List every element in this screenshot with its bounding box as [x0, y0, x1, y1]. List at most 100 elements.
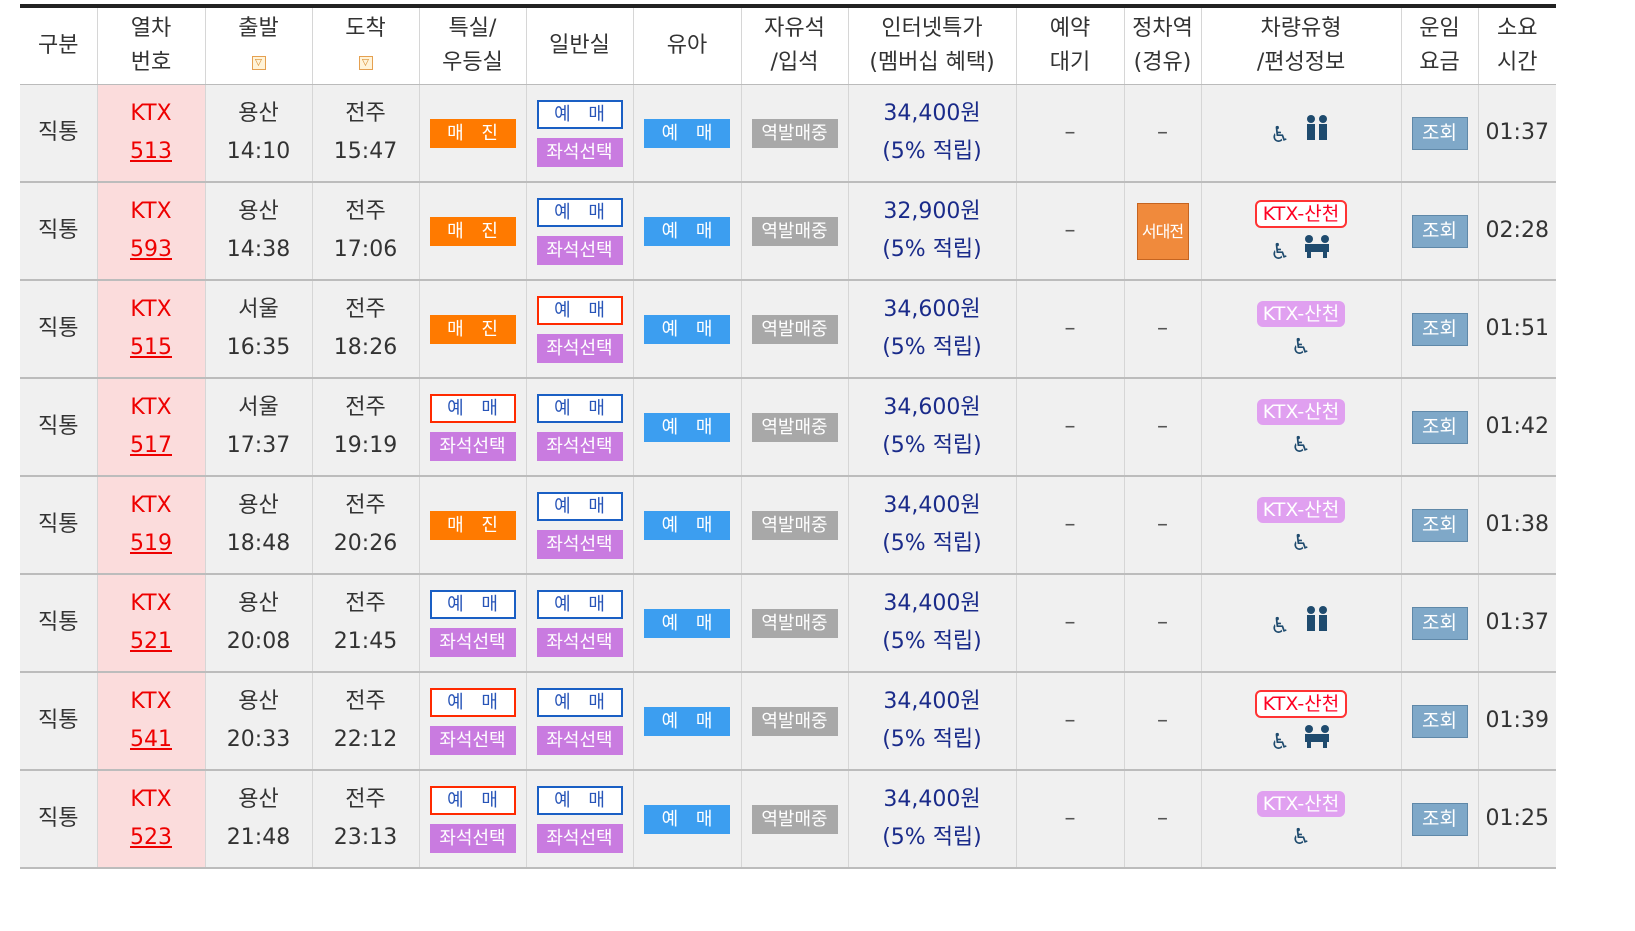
stop-station-badge[interactable]: 서대전 — [1136, 202, 1189, 260]
fare-cell: 조회 — [1400, 182, 1478, 281]
train-no-cell: KTX 523 — [96, 770, 205, 869]
train-no-cell: KTX 513 — [96, 84, 205, 183]
meeting-room-icon — [1302, 723, 1332, 758]
internet-price-cell: 34,600원 (5% 적립) — [847, 378, 1016, 477]
infant-book-button[interactable]: 예 매 — [644, 118, 730, 148]
special-seat-select-button[interactable]: 좌석선택 — [429, 824, 516, 853]
vehicle-icons: ♿ — [1202, 605, 1401, 642]
general-seat-select-button[interactable]: 좌석선택 — [536, 726, 623, 755]
train-no-link[interactable]: 593 — [130, 237, 172, 262]
header-general: 일반실 — [525, 4, 633, 85]
general-book-button[interactable]: 예 매 — [536, 296, 623, 325]
departure-time: 18:48 — [226, 531, 291, 556]
header-arrival[interactable]: 도착 ▽ — [311, 4, 419, 85]
train-rows: 직통 KTX 513 용산 14:10 전주 15:47 매 진 예 매 좌석선… — [20, 84, 1556, 869]
station-sale-button: 역발매중 — [751, 609, 838, 638]
general-class-cell: 예 매 좌석선택 — [525, 672, 633, 771]
infant-book-button[interactable]: 예 매 — [644, 805, 730, 834]
general-seat-select-button[interactable]: 좌석선택 — [536, 334, 623, 363]
vehicle-type-badge[interactable]: KTX-산천 — [1256, 791, 1346, 817]
fare-lookup-button[interactable]: 조회 — [1411, 705, 1468, 738]
stop-cell: – — [1123, 84, 1201, 183]
general-book-button[interactable]: 예 매 — [536, 492, 623, 521]
general-book-button[interactable]: 예 매 — [536, 590, 623, 619]
vehicle-type-badge[interactable]: KTX-산천 — [1256, 301, 1346, 327]
infant-book-button[interactable]: 예 매 — [644, 707, 730, 736]
waitlist-dash: – — [1064, 806, 1076, 831]
duration-cell: 01:39 — [1477, 672, 1556, 771]
general-book-button[interactable]: 예 매 — [536, 198, 623, 227]
division-cell: 직통 — [20, 182, 97, 281]
general-book-button[interactable]: 예 매 — [536, 688, 623, 717]
waitlist-cell: – — [1015, 182, 1124, 281]
vehicle-type-badge[interactable]: KTX-산천 — [1254, 199, 1348, 228]
special-book-button[interactable]: 예 매 — [429, 590, 516, 619]
general-seat-select-button[interactable]: 좌석선택 — [536, 137, 623, 167]
infant-book-button[interactable]: 예 매 — [644, 609, 730, 638]
arrival-time: 20:26 — [333, 531, 398, 556]
train-no-link[interactable]: 515 — [130, 335, 172, 360]
special-seat-select-button[interactable]: 좌석선택 — [429, 726, 516, 755]
wheelchair-icon: ♿ — [1291, 433, 1311, 458]
special-book-button[interactable]: 예 매 — [429, 688, 516, 717]
general-seat-select-button[interactable]: 좌석선택 — [536, 628, 623, 657]
internet-price: 34,400원 — [883, 689, 981, 714]
special-seat-select-button[interactable]: 좌석선택 — [429, 432, 516, 461]
general-book-button[interactable]: 예 매 — [536, 394, 623, 423]
station-sale-button: 역발매중 — [751, 118, 838, 148]
vehicle-cell: KTX-산천 ♿ — [1200, 770, 1401, 869]
fare-lookup-button[interactable]: 조회 — [1411, 607, 1468, 640]
train-no-link[interactable]: 513 — [130, 138, 172, 164]
train-no-link[interactable]: 521 — [130, 629, 172, 654]
fare-lookup-button[interactable]: 조회 — [1411, 215, 1468, 248]
header-duration-line1: 소요 — [1497, 15, 1538, 41]
vehicle-icons: ♿ — [1202, 823, 1401, 853]
infant-book-button[interactable]: 예 매 — [644, 413, 730, 442]
infant-book-button[interactable]: 예 매 — [644, 511, 730, 540]
infant-cell: 예 매 — [632, 378, 741, 477]
general-book-button[interactable]: 예 매 — [536, 786, 623, 815]
header-fare: 운임 요금 — [1400, 4, 1478, 85]
special-class-cell: 매 진 — [418, 84, 526, 183]
stop-cell: – — [1123, 672, 1201, 771]
departure-cell: 용산 20:08 — [204, 574, 312, 673]
vehicle-type-badge[interactable]: KTX-산천 — [1256, 399, 1346, 425]
general-book-button[interactable]: 예 매 — [536, 99, 623, 129]
fare-lookup-button[interactable]: 조회 — [1411, 509, 1468, 542]
fare-lookup-button[interactable]: 조회 — [1411, 803, 1468, 836]
train-no-link[interactable]: 541 — [130, 727, 172, 752]
duration-cell: 02:28 — [1477, 182, 1556, 281]
infant-book-button[interactable]: 예 매 — [644, 217, 730, 246]
fare-lookup-button[interactable]: 조회 — [1411, 313, 1468, 346]
arrival-cell: 전주 22:12 — [311, 672, 419, 771]
membership-benefit: (5% 적립) — [882, 138, 982, 164]
fare-lookup-button[interactable]: 조회 — [1411, 116, 1468, 150]
header-departure[interactable]: 출발 ▽ — [204, 4, 312, 85]
general-seat-select-button[interactable]: 좌석선택 — [536, 824, 623, 853]
general-seat-select-button[interactable]: 좌석선택 — [536, 432, 623, 461]
station-sale-button: 역발매중 — [751, 511, 838, 540]
infant-book-button[interactable]: 예 매 — [644, 315, 730, 344]
waitlist-cell: – — [1015, 672, 1124, 771]
vehicle-type-badge[interactable]: KTX-산천 — [1256, 497, 1346, 523]
general-seat-select-button[interactable]: 좌석선택 — [536, 236, 623, 265]
departure-cell: 용산 14:38 — [204, 182, 312, 281]
general-seat-select-button[interactable]: 좌석선택 — [536, 530, 623, 559]
train-no-link[interactable]: 517 — [130, 433, 172, 458]
special-book-button[interactable]: 예 매 — [429, 394, 516, 423]
train-no-link[interactable]: 523 — [130, 825, 172, 850]
waitlist-dash: – — [1064, 708, 1076, 733]
train-no-link[interactable]: 519 — [130, 531, 172, 556]
station-sale-button: 역발매중 — [751, 217, 838, 246]
special-seat-select-button[interactable]: 좌석선택 — [429, 628, 516, 657]
departure-station: 용산 — [238, 100, 279, 126]
departure-cell: 서울 16:35 — [204, 280, 312, 379]
sort-arrival-icon[interactable]: ▽ — [358, 55, 373, 70]
fare-lookup-button[interactable]: 조회 — [1411, 411, 1468, 444]
special-book-button[interactable]: 예 매 — [429, 786, 516, 815]
vehicle-type-badge[interactable]: KTX-산천 — [1254, 689, 1348, 718]
header-vehicle-line2: /편성정보 — [1256, 49, 1346, 75]
stop-dash: – — [1157, 806, 1168, 831]
sort-departure-icon[interactable]: ▽ — [251, 55, 266, 70]
header-waitlist-line2: 대기 — [1049, 49, 1091, 75]
